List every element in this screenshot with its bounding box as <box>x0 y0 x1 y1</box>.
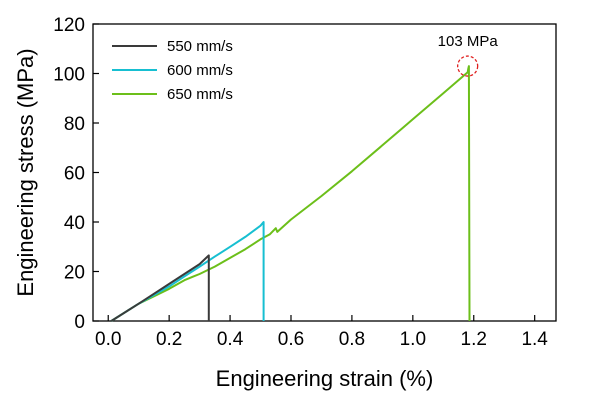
y-axis-title: Engineering stress (MPa) <box>13 48 38 296</box>
legend-label: 650 mm/s <box>167 86 233 103</box>
x-tick-label: 1.0 <box>400 329 426 350</box>
y-tick-label: 120 <box>53 15 85 36</box>
x-axis-title: Engineering strain (%) <box>216 366 434 391</box>
y-tick-label: 20 <box>64 263 85 284</box>
x-tick-label: 0.4 <box>217 329 244 350</box>
x-tick-label: 1.4 <box>521 329 548 350</box>
axis-ticks: 0.0 0.2 0.4 0.6 0.8 1.0 1.2 1.4 0 20 40 60 80 100 120 <box>53 15 548 350</box>
peak-marker <box>457 55 479 77</box>
plot-frame <box>92 23 557 322</box>
x-tick-label: 0.8 <box>339 329 365 350</box>
y-tick-label: 80 <box>64 114 85 135</box>
series-lines <box>110 65 471 322</box>
y-tick-label: 100 <box>53 65 85 86</box>
legend: 550 mm/s 600 mm/s 650 mm/s <box>112 38 233 103</box>
peak-annotation: 103 MPa <box>438 33 499 50</box>
x-tick-label: 1.2 <box>461 329 487 350</box>
series-line <box>110 65 471 322</box>
y-tick-label: 60 <box>64 164 85 185</box>
y-tick-label: 40 <box>64 213 85 234</box>
annotations: 103 MPa <box>438 33 499 77</box>
x-tick-label: 0.2 <box>156 329 182 350</box>
legend-label: 600 mm/s <box>167 62 233 79</box>
x-tick-label: 0.6 <box>278 329 304 350</box>
x-tick-label: 0.0 <box>95 329 121 350</box>
legend-label: 550 mm/s <box>167 38 233 55</box>
y-tick-label: 0 <box>74 312 85 333</box>
series-line <box>110 254 210 322</box>
